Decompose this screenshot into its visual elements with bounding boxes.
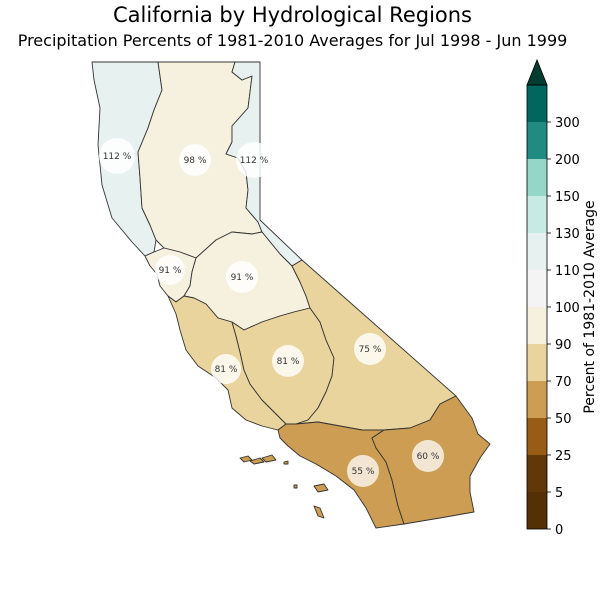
channel-island (261, 454, 277, 463)
colorbar-swatch (527, 270, 547, 307)
colorbar-tick-label: 70 (555, 375, 572, 390)
region-label-south-lahontan: 75 % (354, 333, 386, 365)
colorbar-swatch (527, 159, 547, 196)
colorbar-label: Percent of 1981-2010 Average (582, 200, 598, 413)
svg-text:55 %: 55 % (352, 467, 375, 477)
region-label-tulare-lake: 81 % (272, 345, 304, 377)
channel-island (293, 484, 298, 489)
svg-text:91 %: 91 % (159, 266, 182, 276)
colorbar-swatch (527, 492, 547, 529)
colorbar-tick-label: 0 (555, 523, 563, 538)
svg-text:81 %: 81 % (277, 357, 300, 367)
colorbar-tick-label: 200 (555, 153, 580, 168)
region-label-san-joaquin-river: 91 % (226, 261, 258, 293)
region-label-north-coast: 112 % (99, 138, 135, 174)
colorbar-swatch (527, 455, 547, 492)
svg-text:60 %: 60 % (417, 452, 440, 462)
colorbar-swatch (527, 381, 547, 418)
svg-text:98 %: 98 % (184, 156, 207, 166)
svg-text:112 %: 112 % (240, 156, 269, 166)
colorbar-swatch (527, 307, 547, 344)
colorbar-tick-label: 300 (555, 116, 580, 131)
colorbar-tick-label: 5 (555, 486, 563, 501)
colorbar-tick-label: 100 (555, 301, 580, 316)
colorbar-swatch (527, 196, 547, 233)
colorbar-tick-label: 25 (555, 449, 572, 464)
channel-island (313, 483, 329, 493)
region-label-colorado-river: 60 % (412, 440, 444, 472)
region-label-san-francisco-bay: 91 % (155, 255, 185, 285)
colorbar-extend-arrow (526, 58, 548, 86)
map-subtitle: Precipitation Percents of 1981-2010 Aver… (17, 31, 568, 50)
channel-island (283, 460, 289, 465)
colorbar-swatch (527, 122, 547, 159)
colorbar-tick-label: 50 (555, 412, 572, 427)
colorbar-tick-label: 130 (555, 227, 580, 242)
region-label-south-coast: 55 % (347, 455, 379, 487)
map-title: California by Hydrological Regions (113, 3, 472, 27)
channel-island (249, 457, 265, 465)
colorbar-tick-label: 150 (555, 190, 580, 205)
colorbar: 0 5 25 50 70 90 100 110 130 150 200 300 Percent of … (526, 58, 598, 538)
channel-island (313, 505, 325, 519)
colorbar-swatch (527, 344, 547, 381)
svg-text:81 %: 81 % (215, 365, 238, 375)
colorbar-tick-label: 110 (555, 264, 580, 279)
region-label-central-coast: 81 % (211, 354, 241, 384)
region-label-north-lahontan: 112 % (236, 142, 272, 178)
svg-text:112 %: 112 % (103, 152, 132, 162)
svg-text:91 %: 91 % (231, 273, 254, 283)
region-label-sacramento-river: 98 % (179, 144, 211, 176)
colorbar-swatch (527, 418, 547, 455)
colorbar-swatch (527, 233, 547, 270)
svg-text:75 %: 75 % (359, 345, 382, 355)
colorbar-tick-label: 90 (555, 338, 572, 353)
colorbar-swatch (527, 85, 547, 122)
